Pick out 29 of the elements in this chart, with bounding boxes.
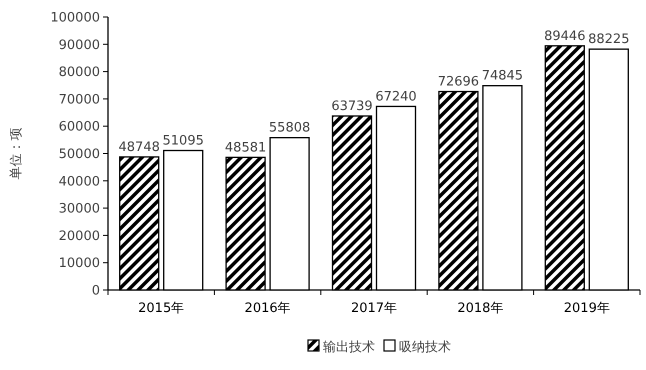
y-tick-label: 0: [92, 284, 100, 298]
legend-label: 吸纳技术: [399, 340, 451, 355]
x-tick-label: 2015年: [138, 301, 184, 316]
data-label: 89446: [544, 28, 586, 44]
data-label: 67240: [375, 89, 417, 104]
y-tick-label: 30000: [58, 202, 100, 217]
x-tick-label: 2019年: [564, 301, 610, 316]
y-axis-title: 单位：项: [9, 128, 24, 180]
y-tick-label: 90000: [58, 38, 100, 53]
data-label: 55808: [268, 120, 310, 136]
legend-label: 输出技术: [323, 340, 375, 355]
x-tick-label: 2017年: [350, 301, 398, 316]
y-tick-label: 40000: [58, 174, 100, 190]
x-tick-label: 2016年: [244, 301, 291, 316]
y-tick-label: 60000: [58, 120, 100, 135]
y-tick-label: 20000: [58, 228, 100, 244]
y-tick-label: 80000: [58, 65, 100, 80]
y-tick-label: 70000: [58, 92, 100, 108]
data-label: 48581: [224, 140, 266, 156]
data-label: 72696: [438, 74, 480, 90]
data-label: 74845: [482, 68, 524, 84]
data-label: 48748: [118, 140, 160, 155]
y-tick-label: 50000: [58, 147, 100, 162]
x-tick-label: 2018年: [457, 301, 504, 316]
data-label: 88225: [588, 32, 630, 48]
y-tick-label: 10000: [58, 256, 100, 272]
data-label: 63739: [331, 98, 373, 114]
data-label: 51095: [162, 134, 204, 149]
y-tick-label: 100000: [50, 10, 100, 26]
